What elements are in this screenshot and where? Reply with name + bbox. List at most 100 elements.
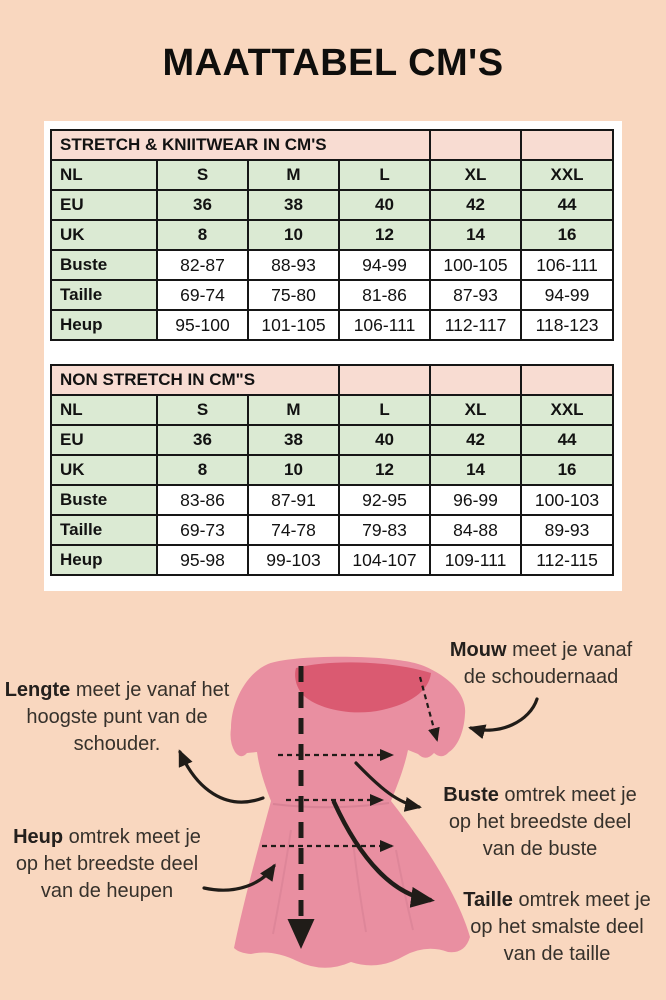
table-header-empty-cell [338, 364, 432, 396]
annotation-keyword: Taille [463, 889, 513, 911]
size-cell: S [156, 159, 249, 191]
annotation-line: Mouw meet je vanaf [449, 639, 633, 661]
table-row-taille: Taille 69-74 75-80 81-86 87-93 94-99 [50, 279, 615, 311]
non-stretch-table: NON STRETCH IN CM"S NL S M L XL XXL EU 3… [49, 364, 615, 576]
row-label: EU [50, 424, 158, 456]
size-cell: 38 [247, 189, 340, 221]
measure-cell: 84-88 [429, 514, 523, 546]
size-cell: 14 [429, 219, 523, 251]
table-header-empty-cell [429, 129, 523, 161]
table-row-eu: EU 36 38 40 42 44 [50, 424, 615, 456]
size-cell: 44 [520, 189, 615, 221]
sleeve-dashed-line [418, 676, 440, 742]
size-cell: 8 [156, 219, 249, 251]
measure-cell: 74-78 [246, 514, 341, 546]
measure-cell: 109-111 [429, 544, 523, 576]
row-label: Heup [50, 544, 158, 576]
table-header-empty-cell [520, 364, 615, 396]
table-row-taille: Taille 69-73 74-78 79-83 84-88 89-93 [50, 514, 615, 546]
size-cell: 16 [520, 454, 615, 486]
measure-cell: 83-86 [156, 484, 249, 516]
lengte-arrow [178, 749, 265, 804]
table-header-empty-cell [520, 129, 615, 161]
measure-cell: 69-73 [156, 514, 249, 546]
tables-panel: STRETCH & KNIITWEAR IN CM'S NL S M L XL … [44, 121, 622, 591]
size-cell: XL [429, 159, 523, 191]
buste-arrow [354, 761, 422, 812]
measure-cell: 96-99 [429, 484, 523, 516]
annotation-line: van de taille [503, 943, 611, 965]
measure-cell: 112-115 [520, 544, 615, 576]
annotation-keyword: Lengte [4, 679, 71, 701]
buste-annotation: Buste omtrek meet je op het breedste dee… [425, 782, 655, 863]
measure-cell: 118-123 [520, 309, 615, 341]
measure-cell: 87-93 [429, 279, 523, 311]
measure-cell: 75-80 [247, 279, 340, 311]
row-label: Heup [50, 309, 158, 341]
measure-cell: 82-87 [156, 249, 249, 281]
annotation-line: op het breedste deel [15, 853, 199, 875]
annotation-line: van de heupen [40, 880, 174, 902]
measurement-diagram [178, 656, 539, 968]
row-label: Buste [50, 484, 158, 516]
annotation-line: hoogste punt van de [26, 706, 208, 728]
mouw-annotation: Mouw meet je vanaf de schoudernaad [426, 637, 656, 691]
measure-cell: 104-107 [338, 544, 432, 576]
size-cell: S [156, 394, 249, 426]
annotation-line: Lengte meet je vanaf het [4, 679, 230, 701]
size-cell: M [247, 159, 340, 191]
measure-cell: 106-111 [337, 309, 432, 341]
size-cell: 42 [429, 424, 523, 456]
taille-annotation: Taille omtrek meet je op het smalste dee… [442, 887, 666, 968]
table-row-buste: Buste 83-86 87-91 92-95 96-99 100-103 [50, 484, 615, 516]
measure-cell: 92-95 [338, 484, 432, 516]
table-row-heup: Heup 95-98 99-103 104-107 109-111 112-11… [50, 544, 615, 576]
measure-cell: 81-86 [337, 279, 432, 311]
table-header-row: STRETCH & KNIITWEAR IN CM'S [49, 129, 615, 161]
page-title: MAATTABEL CM'S [162, 42, 504, 84]
measure-cell: 100-103 [520, 484, 615, 516]
size-cell: 42 [429, 189, 523, 221]
size-cell: 14 [429, 454, 523, 486]
lengte-annotation: Lengte meet je vanaf het hoogste punt va… [2, 677, 232, 758]
row-label: Buste [50, 249, 158, 281]
measure-cell: 87-91 [246, 484, 341, 516]
table-row-nl: NL S M L XL XXL [50, 159, 615, 191]
measure-cell: 100-105 [429, 249, 523, 281]
measure-cell: 99-103 [246, 544, 341, 576]
size-cell: 8 [156, 454, 249, 486]
table-row-buste: Buste 82-87 88-93 94-99 100-105 106-111 [50, 249, 615, 281]
annotation-keyword: Buste [443, 784, 499, 806]
annotation-line: van de buste [482, 838, 598, 860]
annotation-arrows [178, 697, 539, 908]
size-cell: 38 [246, 424, 341, 456]
annotation-line: Taille omtrek meet je [463, 889, 651, 911]
size-cell: XL [429, 394, 523, 426]
annotation-line: schouder. [73, 733, 161, 755]
size-cell: 12 [338, 454, 432, 486]
row-label: UK [50, 454, 158, 486]
measure-cell: 94-99 [520, 279, 615, 311]
annotation-line: op het breedste deel [448, 811, 632, 833]
measure-cell: 94-99 [337, 249, 432, 281]
annotation-line: Buste omtrek meet je [443, 784, 637, 806]
table-row-nl: NL S M L XL XXL [50, 394, 615, 426]
table-header-row: NON STRETCH IN CM"S [49, 364, 615, 396]
size-cell: L [338, 394, 432, 426]
heup-arrow [202, 863, 276, 892]
mouw-arrow [468, 697, 539, 739]
annotation-line: Heup omtrek meet je [13, 826, 201, 848]
measure-cell: 79-83 [338, 514, 432, 546]
dress-neckline [295, 662, 431, 713]
size-cell: 44 [520, 424, 615, 456]
table-header: STRETCH & KNIITWEAR IN CM'S [49, 129, 432, 161]
size-cell: XXL [520, 159, 615, 191]
size-cell: 16 [520, 219, 615, 251]
row-label: NL [50, 394, 158, 426]
size-cell: 40 [337, 189, 432, 221]
taille-arrow [331, 799, 435, 908]
table-header: NON STRETCH IN CM"S [49, 364, 341, 396]
size-cell: XXL [520, 394, 615, 426]
row-label: NL [50, 159, 158, 191]
